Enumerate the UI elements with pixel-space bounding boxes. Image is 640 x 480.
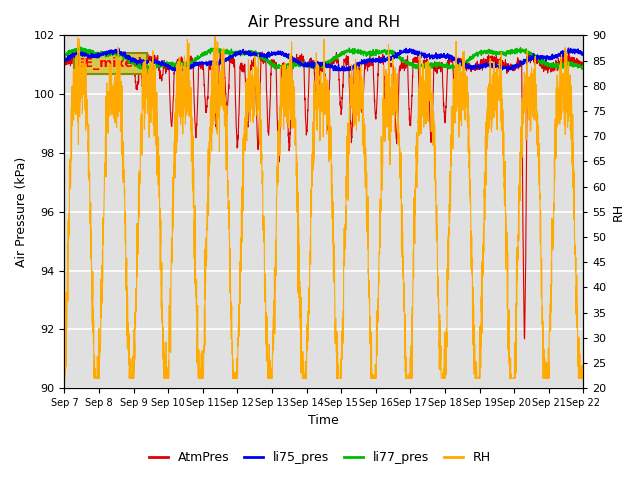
Y-axis label: Air Pressure (kPa): Air Pressure (kPa) xyxy=(15,156,28,267)
Title: Air Pressure and RH: Air Pressure and RH xyxy=(248,15,400,30)
Text: EE_mixed: EE_mixed xyxy=(77,57,143,70)
Y-axis label: RH: RH xyxy=(612,203,625,221)
X-axis label: Time: Time xyxy=(308,414,339,427)
Legend: AtmPres, li75_pres, li77_pres, RH: AtmPres, li75_pres, li77_pres, RH xyxy=(144,446,496,469)
